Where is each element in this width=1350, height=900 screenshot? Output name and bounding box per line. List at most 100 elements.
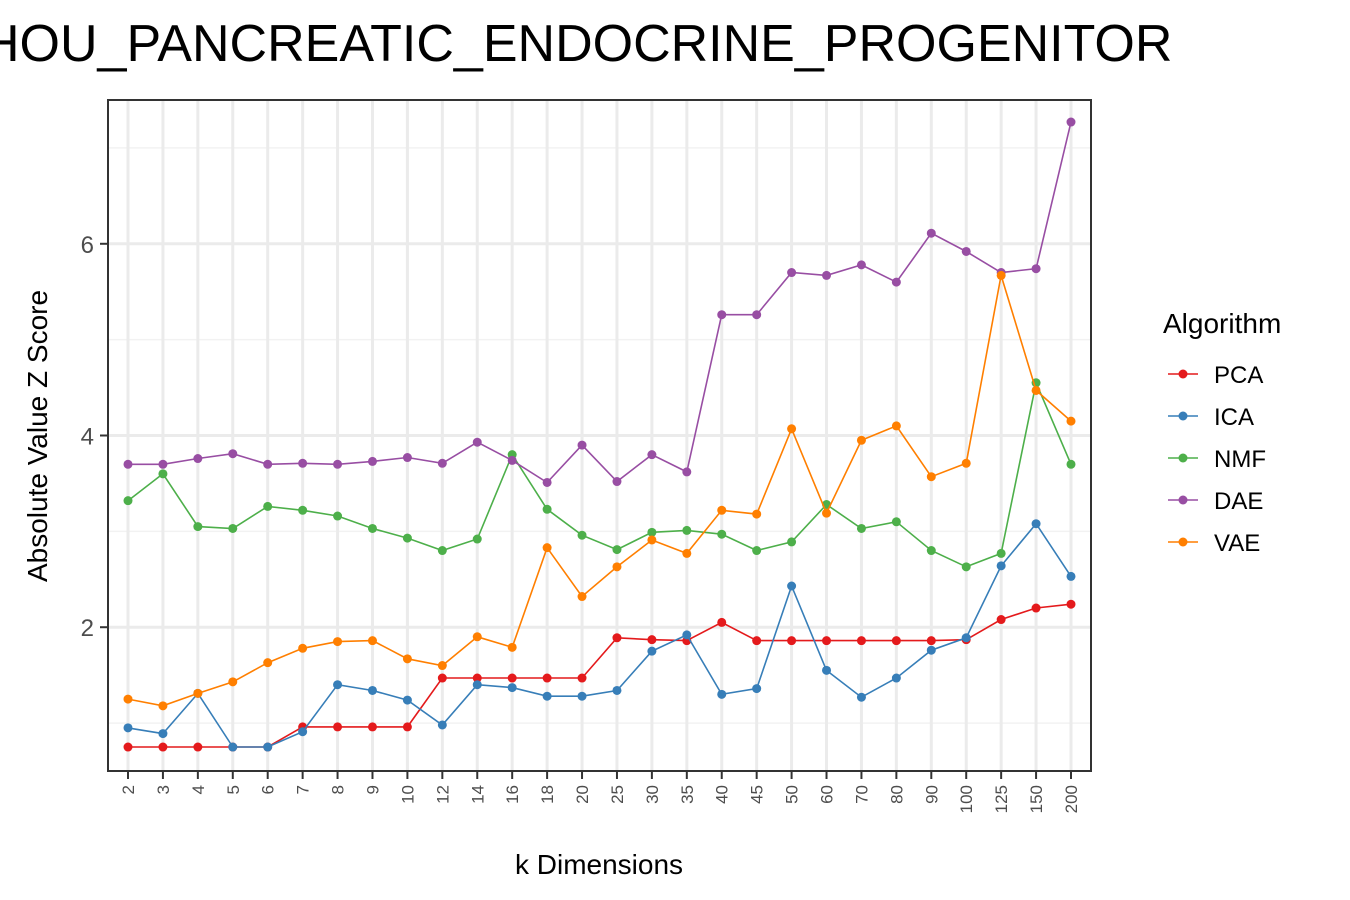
data-point-dae — [438, 459, 447, 468]
data-point-pca — [543, 674, 552, 683]
x-tick-label: 10 — [398, 785, 417, 804]
x-tick-label: 7 — [294, 785, 313, 794]
x-tick-label: 40 — [713, 785, 732, 804]
data-point-pca — [927, 636, 936, 645]
data-point-pca — [1067, 600, 1076, 609]
data-point-dae — [193, 454, 202, 463]
data-point-vae — [158, 701, 167, 710]
x-tick-label: 20 — [573, 785, 592, 804]
x-tick-label: 50 — [783, 785, 802, 804]
data-point-vae — [368, 636, 377, 645]
x-tick-label: 125 — [992, 785, 1011, 813]
data-point-nmf — [333, 512, 342, 521]
data-point-pca — [612, 633, 621, 642]
data-point-vae — [927, 472, 936, 481]
data-point-vae — [857, 436, 866, 445]
data-point-nmf — [403, 534, 412, 543]
data-point-ica — [228, 743, 237, 752]
data-point-ica — [787, 581, 796, 590]
x-tick-label: 35 — [678, 785, 697, 804]
data-point-dae — [822, 271, 831, 280]
data-point-dae — [368, 457, 377, 466]
data-point-dae — [752, 310, 761, 319]
data-point-nmf — [193, 522, 202, 531]
data-point-nmf — [124, 496, 133, 505]
data-point-dae — [647, 450, 656, 459]
data-point-ica — [158, 729, 167, 738]
data-point-ica — [1032, 519, 1041, 528]
data-point-ica — [822, 666, 831, 675]
data-point-vae — [822, 509, 831, 518]
y-tick-label: 6 — [81, 232, 94, 259]
legend-key-point-dae — [1179, 496, 1188, 505]
data-point-dae — [892, 278, 901, 287]
data-point-ica — [473, 680, 482, 689]
data-point-nmf — [892, 517, 901, 526]
data-point-ica — [612, 686, 621, 695]
data-point-dae — [403, 453, 412, 462]
series-line-pca — [128, 604, 1071, 747]
legend-key-point-nmf — [1179, 454, 1188, 463]
data-point-pca — [1032, 604, 1041, 613]
legend: Algorithm PCAICANMFDAEVAE — [1163, 308, 1281, 557]
data-point-vae — [717, 506, 726, 515]
data-point-dae — [612, 477, 621, 486]
x-tick-label: 6 — [259, 785, 278, 794]
data-point-ica — [647, 647, 656, 656]
data-point-vae — [333, 637, 342, 646]
data-point-nmf — [473, 535, 482, 544]
x-tick-label: 3 — [154, 785, 173, 794]
data-point-vae — [193, 689, 202, 698]
data-point-vae — [228, 677, 237, 686]
data-point-ica — [263, 743, 272, 752]
data-point-pca — [752, 636, 761, 645]
legend-key-point-ica — [1179, 412, 1188, 421]
data-point-nmf — [158, 469, 167, 478]
data-point-nmf — [682, 526, 691, 535]
data-point-nmf — [263, 502, 272, 511]
data-point-dae — [333, 460, 342, 469]
data-point-nmf — [298, 506, 307, 515]
data-point-ica — [682, 630, 691, 639]
data-point-dae — [298, 459, 307, 468]
data-point-dae — [787, 268, 796, 277]
data-point-vae — [298, 644, 307, 653]
x-tick-label: 25 — [608, 785, 627, 804]
data-point-pca — [193, 743, 202, 752]
legend-key-point-vae — [1179, 538, 1188, 547]
x-tick-label: 100 — [957, 785, 976, 813]
data-point-pca — [647, 635, 656, 644]
data-point-dae — [228, 449, 237, 458]
data-point-nmf — [438, 546, 447, 555]
data-point-vae — [403, 654, 412, 663]
data-point-pca — [124, 743, 133, 752]
data-point-pca — [822, 636, 831, 645]
x-tick-label: 9 — [363, 785, 382, 794]
legend-label-ica: ICA — [1214, 404, 1254, 431]
data-point-ica — [1067, 572, 1076, 581]
data-point-pca — [857, 636, 866, 645]
data-point-nmf — [752, 546, 761, 555]
data-point-vae — [543, 543, 552, 552]
data-point-ica — [997, 561, 1006, 570]
data-point-vae — [962, 459, 971, 468]
data-point-ica — [962, 633, 971, 642]
x-tick-label: 70 — [852, 785, 871, 804]
data-point-dae — [158, 460, 167, 469]
data-point-dae — [927, 229, 936, 238]
data-point-vae — [612, 562, 621, 571]
x-tick-label: 45 — [748, 785, 767, 804]
x-tick-label: 200 — [1062, 785, 1081, 813]
data-point-nmf — [717, 530, 726, 539]
data-point-pca — [717, 618, 726, 627]
data-point-dae — [473, 438, 482, 447]
x-tick-label: 60 — [818, 785, 837, 804]
data-point-dae — [717, 310, 726, 319]
data-point-nmf — [787, 537, 796, 546]
data-point-dae — [578, 441, 587, 450]
data-point-nmf — [962, 562, 971, 571]
data-point-nmf — [647, 528, 656, 537]
data-point-pca — [158, 743, 167, 752]
x-tick-label: 12 — [433, 785, 452, 804]
